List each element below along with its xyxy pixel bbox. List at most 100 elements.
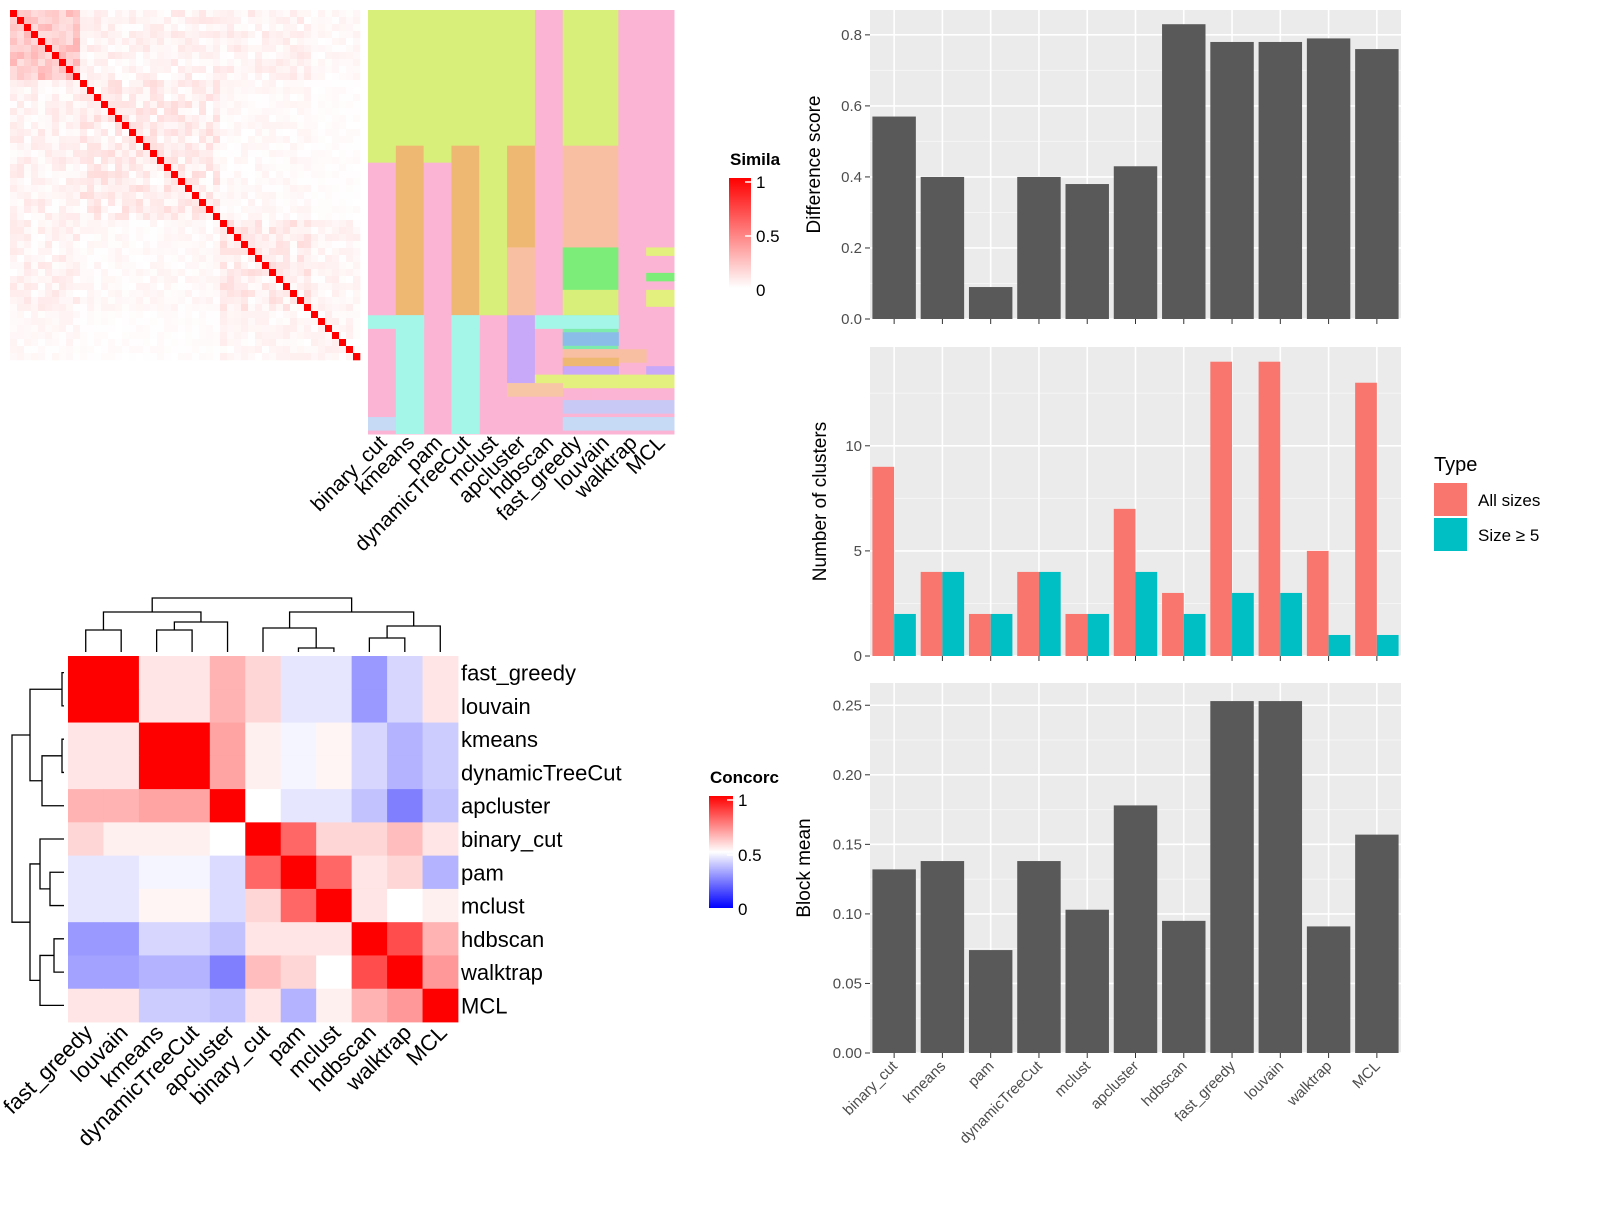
class-cell — [562, 10, 592, 147]
similarity-cell — [178, 269, 186, 277]
similarity-cell — [108, 115, 116, 123]
similarity-cell — [66, 241, 74, 249]
similarity-cell — [122, 297, 130, 305]
similarity-cell — [220, 73, 228, 81]
similarity-cell — [220, 171, 228, 179]
similarity-cell — [227, 248, 235, 256]
similarity-cell — [38, 73, 46, 81]
similarity-cell — [311, 59, 319, 67]
similarity-cell — [108, 325, 116, 333]
similarity-cell — [66, 213, 74, 221]
similarity-cell — [150, 87, 158, 95]
legend-label: All sizes — [1478, 491, 1540, 510]
similarity-cell — [31, 206, 39, 214]
concordance-cell — [316, 722, 353, 757]
similarity-cell — [157, 262, 165, 270]
similarity-cell — [304, 318, 312, 326]
similarity-cell — [143, 241, 151, 249]
similarity-cell — [185, 325, 193, 333]
similarity-cell — [276, 353, 284, 361]
concordance-cell — [245, 888, 282, 923]
similarity-cell — [283, 94, 291, 102]
similarity-cell — [227, 185, 235, 193]
similarity-cell — [59, 101, 67, 109]
similarity-cell — [45, 31, 53, 39]
similarity-cell — [101, 241, 109, 249]
similarity-cell — [80, 129, 88, 137]
similarity-cell — [346, 31, 354, 39]
similarity-cell — [38, 346, 46, 354]
similarity-cell — [283, 255, 291, 263]
similarity-cell — [17, 227, 25, 235]
similarity-cell — [311, 38, 319, 46]
similarity-cell — [262, 108, 270, 116]
similarity-cell — [346, 325, 354, 333]
similarity-cell — [157, 185, 165, 193]
similarity-cell — [262, 52, 270, 60]
similarity-cell — [66, 192, 74, 200]
similarity-cell — [17, 318, 25, 326]
similarity-cell — [129, 325, 137, 333]
bar — [1113, 805, 1158, 1053]
similarity-cell — [129, 157, 137, 165]
similarity-cell — [311, 318, 319, 326]
similarity-cell — [269, 108, 277, 116]
similarity-cell — [45, 311, 53, 319]
similarity-cell — [136, 73, 144, 81]
similarity-cell — [108, 255, 116, 263]
similarity-cell — [185, 108, 193, 116]
similarity-cell — [248, 213, 256, 221]
similarity-cell — [269, 136, 277, 144]
similarity-cell — [171, 150, 179, 158]
similarity-cell — [304, 220, 312, 228]
similarity-cell — [66, 199, 74, 207]
similarity-cell — [150, 178, 158, 186]
similarity-cell — [10, 255, 18, 263]
similarity-cell — [10, 192, 18, 200]
similarity-cell — [283, 290, 291, 298]
similarity-cell — [199, 318, 207, 326]
similarity-cell — [185, 80, 193, 88]
similarity-cell — [339, 220, 347, 228]
similarity-cell — [318, 45, 326, 53]
similarity-cell — [227, 199, 235, 207]
similarity-cell — [52, 10, 60, 18]
similarity-cell — [178, 262, 186, 270]
similarity-cell — [10, 332, 18, 340]
class-cell — [646, 10, 675, 435]
similarity-cell — [59, 10, 67, 18]
similarity-cell — [73, 262, 81, 270]
similarity-cell — [262, 255, 270, 263]
similarity-cell — [24, 311, 32, 319]
concordance-cell — [280, 888, 317, 923]
similarity-cell — [290, 269, 298, 277]
similarity-cell — [115, 10, 123, 18]
similarity-cell — [353, 143, 361, 151]
similarity-cell — [269, 318, 277, 326]
similarity-cell — [24, 248, 32, 256]
similarity-cell — [325, 38, 333, 46]
similarity-cell — [94, 353, 102, 361]
similarity-cell — [290, 80, 298, 88]
similarity-cell — [192, 346, 200, 354]
x-tick-label: dynamicTreeCut — [956, 1057, 1046, 1147]
similarity-cell — [241, 241, 249, 249]
similarity-cell — [52, 80, 60, 88]
similarity-cell — [318, 80, 326, 88]
similarity-cell — [241, 52, 249, 60]
similarity-cell — [297, 262, 305, 270]
similarity-cell — [24, 122, 32, 130]
similarity-cell — [234, 304, 242, 312]
similarity-cell — [276, 136, 284, 144]
similarity-cell — [213, 164, 221, 172]
similarity-cell — [59, 255, 67, 263]
similarity-cell — [101, 80, 109, 88]
similarity-cell — [346, 45, 354, 53]
similarity-cell — [73, 199, 81, 207]
similarity-cell — [234, 108, 242, 116]
similarity-cell — [353, 80, 361, 88]
similarity-cell — [213, 157, 221, 165]
similarity-cell — [108, 108, 116, 116]
similarity-cell — [108, 248, 116, 256]
bar — [1306, 926, 1351, 1053]
